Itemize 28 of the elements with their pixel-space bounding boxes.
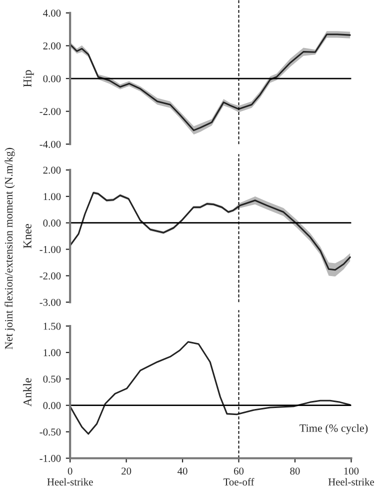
x-tick-label: 0 Heel-strike [47,468,93,486]
text: Net joint flexion/extension moment (N.m/kg) [4,148,15,350]
y-axis-title: Knee [24,224,32,248]
x-tick-label: 60 Toe-off [224,468,254,486]
x-tick-label: 20 [122,468,132,475]
y-axis-title: Ankle [23,378,32,406]
y-tick-label: -1.00 [40,454,61,462]
y-tick-label: -2.00 [40,108,61,116]
x-tick-label: 80 [290,468,300,475]
y-tick-label: 0.00 [43,75,61,82]
y-tick-label: 0.00 [43,402,61,410]
y-tick-label: -4.00 [40,140,61,148]
y-tick-label: -1.00 [40,246,61,254]
y-tick-label: 1.00 [44,349,61,356]
y-tick-label: 0.00 [43,220,61,227]
y-tick-label: 1.00 [44,193,61,200]
annotation: Time (% cycle) [300,424,368,434]
y-tick-label: 4.00 [43,10,61,17]
y-tick-label: -3.00 [40,298,61,306]
y-tick-label: -0.50 [40,428,61,436]
y-axis-title: Hip [23,70,34,88]
x-tick-label: 100 Heel-strike [328,468,374,486]
x-tick-label: 40 [178,468,188,475]
y-tick-label: 0.50 [43,376,61,383]
y-tick-label: 1.50 [44,322,61,330]
y-tick-label: 2.00 [43,42,61,50]
y-tick-label: -2.00 [40,272,61,280]
y-tick-label: 2.00 [43,166,61,174]
